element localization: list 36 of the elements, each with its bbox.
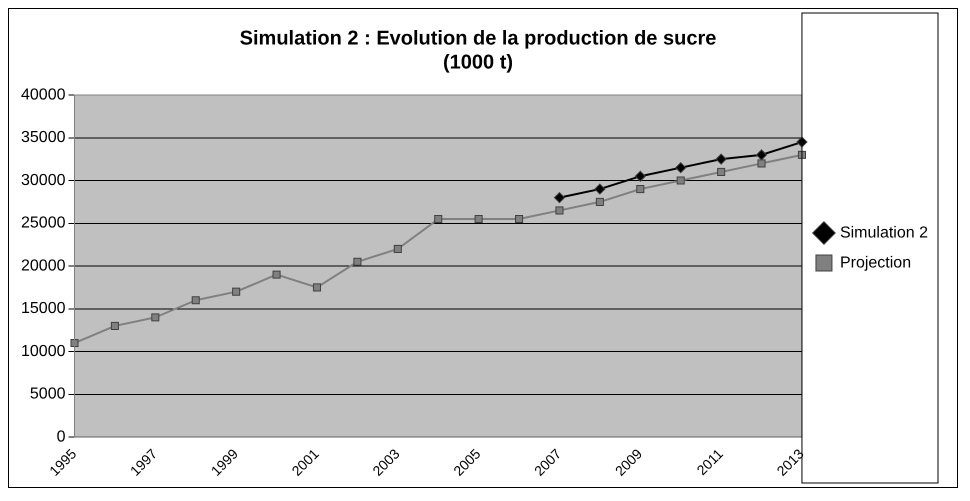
point <box>232 288 240 296</box>
y-tick-label: 35000 <box>20 129 66 146</box>
point <box>353 258 362 266</box>
point <box>676 176 685 185</box>
point <box>394 244 402 253</box>
point <box>515 214 524 224</box>
point <box>675 162 686 174</box>
text: (1000 t) <box>442 52 514 74</box>
y-tick-label: 20000 <box>20 257 66 274</box>
point <box>717 168 726 176</box>
y-tick-label: 40000 <box>20 86 66 104</box>
y-tick-label: 30000 <box>20 172 66 189</box>
point <box>110 322 119 330</box>
point <box>192 296 200 304</box>
point <box>634 170 646 182</box>
point <box>756 149 768 160</box>
point <box>596 198 604 206</box>
point <box>758 159 766 168</box>
y-tick-label: 25000 <box>20 214 66 232</box>
y-tick-label: 10000 <box>20 342 66 360</box>
point <box>312 283 322 292</box>
y-tick-label: 5000 <box>30 386 66 403</box>
legend-label: Projection <box>840 254 912 272</box>
point <box>555 206 564 214</box>
point <box>554 192 565 204</box>
point <box>151 313 160 322</box>
legend-label: Simulation 2 <box>840 224 928 242</box>
text: Simulation 2 : Evolution de la production de sucre <box>240 28 716 50</box>
y-tick-label: 0 <box>56 428 66 446</box>
point <box>594 184 606 195</box>
point <box>434 214 442 224</box>
point <box>474 214 483 224</box>
point <box>272 270 281 279</box>
y-tick-label: 15000 <box>20 300 66 318</box>
point <box>636 185 644 194</box>
point <box>716 154 727 165</box>
